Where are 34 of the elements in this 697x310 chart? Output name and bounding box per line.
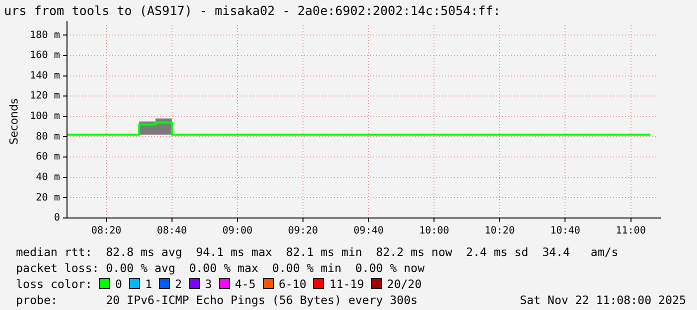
- text: 6-10: [278, 277, 306, 291]
- text: median rtt: 82.8 ms avg 94.1 ms max 82.1 ms min 82.2 ms now 2.4 ms sd 34.4 am/s: [16, 244, 620, 260]
- y-tick-label: 0: [54, 212, 60, 224]
- x-tick-label: 11:00: [616, 226, 646, 237]
- x-tick-label: 08:20: [91, 226, 122, 237]
- chart-title: urs from tools to (AS917) - misaka02 - 2a0e:6902:2002:14c:5054:ff:: [4, 2, 501, 18]
- text: 11-19: [329, 277, 364, 291]
- y-tick-label: 20 m: [36, 192, 60, 204]
- y-tick-label: 60 m: [36, 152, 60, 163]
- text: 4-5: [234, 277, 256, 291]
- text: probe: 20 IPv6-ICMP Echo Pings (56 Bytes) every 300s: [16, 293, 418, 307]
- text: loss color:: [16, 277, 92, 291]
- y-tick-label: 80 m: [36, 131, 60, 142]
- text: 0: [115, 277, 122, 291]
- x-tick-label: 09:40: [354, 226, 384, 237]
- y-tick-label: 120 m: [30, 90, 60, 102]
- x-tick-label: 10:20: [484, 226, 515, 237]
- x-tick-label: 09:00: [222, 226, 253, 237]
- y-tick-label: 40 m: [36, 172, 60, 183]
- text: packet loss: 0.00 % avg 0.00 % max 0.00 % min 0.00 % now: [16, 260, 426, 276]
- y-tick-label: 100 m: [30, 111, 60, 122]
- x-tick-label: 10:40: [550, 226, 580, 237]
- y-tick-label: 180 m: [30, 30, 60, 41]
- x-tick-label: 09:20: [288, 226, 318, 237]
- y-axis-title: Seconds: [7, 98, 20, 145]
- y-tick-label: 160 m: [30, 50, 60, 62]
- text: 20/20: [387, 277, 422, 291]
- text: 3: [204, 277, 212, 291]
- text: Sat Nov 22 11:08:00 2025: [520, 292, 686, 308]
- x-tick-label: 08:40: [156, 226, 187, 237]
- y-tick-label: 140 m: [30, 70, 60, 82]
- text: 1: [145, 277, 152, 291]
- x-tick-label: 10:00: [419, 226, 450, 237]
- text: 2: [175, 277, 182, 291]
